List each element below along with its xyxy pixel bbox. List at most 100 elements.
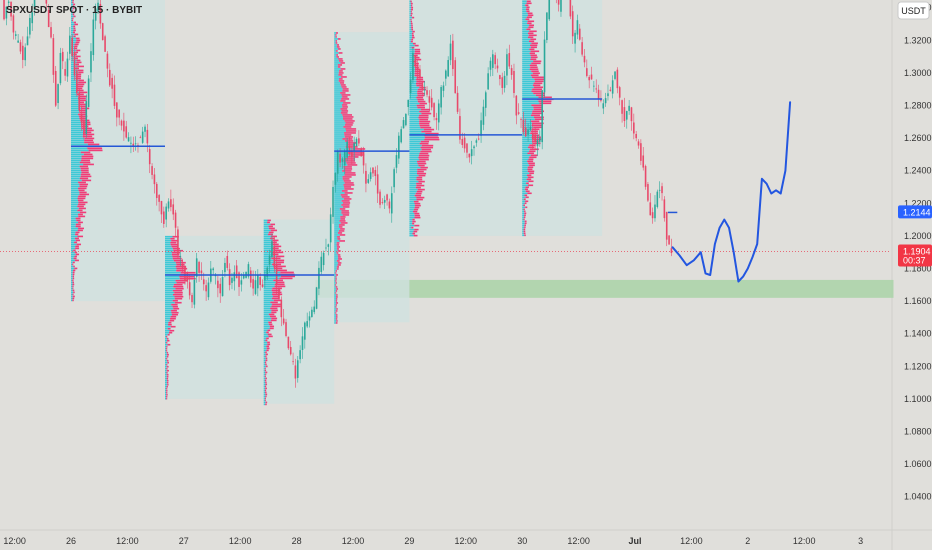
- profile-bar-up: [409, 120, 420, 123]
- candle-up: [614, 71, 616, 79]
- profile-bar-down: [526, 6, 530, 9]
- profile-bar-down: [335, 278, 337, 280]
- profile-bar-up: [334, 190, 342, 192]
- profile-bar-up: [409, 2, 411, 5]
- profile-bar-down: [171, 311, 179, 314]
- profile-bar-up: [71, 231, 76, 234]
- candle-up: [353, 143, 355, 152]
- profile-bar-down: [527, 152, 534, 155]
- profile-bar-up: [334, 136, 345, 138]
- profile-bar-down: [530, 56, 538, 59]
- profile-bar-down: [335, 304, 337, 306]
- profile-bar-down: [265, 401, 268, 404]
- profile-bar-down: [344, 182, 354, 184]
- profile-bar-down: [411, 24, 413, 27]
- profile-bar-up: [522, 226, 525, 229]
- profile-bar-down: [266, 347, 270, 350]
- candle-down: [64, 69, 66, 76]
- profile-bar-down: [524, 194, 528, 197]
- profile-bar-up: [409, 108, 421, 111]
- profile-bar-down: [414, 228, 419, 231]
- profile-bar-down: [425, 136, 439, 139]
- profile-bar-up: [263, 223, 271, 226]
- profile-bar-down: [417, 106, 425, 109]
- profile-bar-down: [421, 112, 432, 115]
- profile-bar-down: [79, 161, 91, 164]
- candle-layer: [3, 0, 673, 388]
- candle-down: [630, 107, 633, 122]
- profile-bar-up: [334, 238, 338, 240]
- candle-up: [14, 34, 17, 36]
- currency-button-label[interactable]: USDT: [901, 6, 926, 16]
- candle-up: [193, 279, 196, 305]
- profile-bar-down: [75, 253, 80, 256]
- profile-bar-down: [341, 200, 350, 202]
- profile-bar-down: [335, 290, 338, 292]
- profile-bar-down: [341, 196, 350, 198]
- profile-bar-up: [334, 40, 336, 42]
- profile-bar-down: [526, 16, 532, 19]
- profile-bar-down: [166, 391, 168, 394]
- currency-button[interactable]: USDT: [897, 1, 930, 20]
- profile-bar-up: [522, 32, 528, 35]
- candle-up: [94, 8, 97, 21]
- candle-down: [249, 270, 252, 283]
- profile-bar-up: [263, 355, 266, 358]
- profile-bar-down: [75, 223, 81, 226]
- profile-bar-down: [343, 116, 354, 118]
- profile-bar-down: [416, 104, 425, 107]
- y-tick-label: 1.1400: [904, 329, 932, 339]
- candle-down: [45, 0, 48, 4]
- candle-up: [231, 277, 233, 283]
- profile-bar-up: [334, 214, 343, 216]
- candle-up: [440, 87, 442, 108]
- profile-bar-down: [280, 275, 295, 278]
- profile-bar-down: [264, 375, 266, 378]
- currency-button-bg[interactable]: [897, 1, 930, 20]
- profile-bar-down: [72, 293, 74, 296]
- profile-bar-up: [522, 34, 529, 37]
- profile-bar-down: [538, 100, 552, 103]
- profile-bar-up: [263, 245, 274, 248]
- y-tick-label: 1.2400: [904, 166, 932, 176]
- candle-up: [482, 106, 485, 125]
- profile-bar-up: [263, 339, 266, 342]
- profile-bar-down: [176, 281, 186, 284]
- profile-bar-down: [79, 193, 90, 196]
- candle-down: [71, 37, 73, 57]
- candle-up: [334, 172, 337, 185]
- profile-bar-up: [71, 229, 78, 232]
- profile-bar-up: [409, 114, 420, 117]
- profile-bar-down: [166, 345, 168, 348]
- profile-bar-down: [340, 108, 348, 110]
- profile-bar-down: [77, 65, 84, 68]
- profile-bar-up: [409, 124, 420, 127]
- candle-down: [80, 114, 83, 124]
- profile-bar-down: [74, 33, 79, 36]
- profile-bar-down: [335, 316, 338, 318]
- profile-bar-up: [334, 282, 336, 284]
- candle-down: [600, 99, 602, 101]
- candle-down: [663, 199, 666, 219]
- candle-down: [374, 169, 377, 177]
- profile-bar-down: [171, 309, 177, 312]
- profile-bar-down: [72, 0, 74, 2]
- candle-down: [153, 174, 156, 185]
- candle-up: [576, 20, 579, 35]
- profile-bar-up: [334, 226, 339, 228]
- profile-bar-up: [71, 159, 82, 162]
- profile-bar-down: [268, 323, 273, 326]
- candle-down: [590, 74, 593, 80]
- profile-bar-down: [268, 335, 273, 338]
- profile-bar-down: [77, 235, 84, 238]
- profile-bar-up: [71, 253, 76, 256]
- profile-bar-down: [167, 333, 170, 336]
- profile-bar-up: [522, 22, 528, 25]
- profile-bar-up: [522, 134, 533, 137]
- profile-bar-up: [71, 123, 82, 126]
- profile-bar-up: [71, 25, 74, 28]
- profile-bar-up: [263, 365, 266, 368]
- profile-bar-down: [335, 302, 339, 304]
- profile-bar-down: [526, 182, 529, 185]
